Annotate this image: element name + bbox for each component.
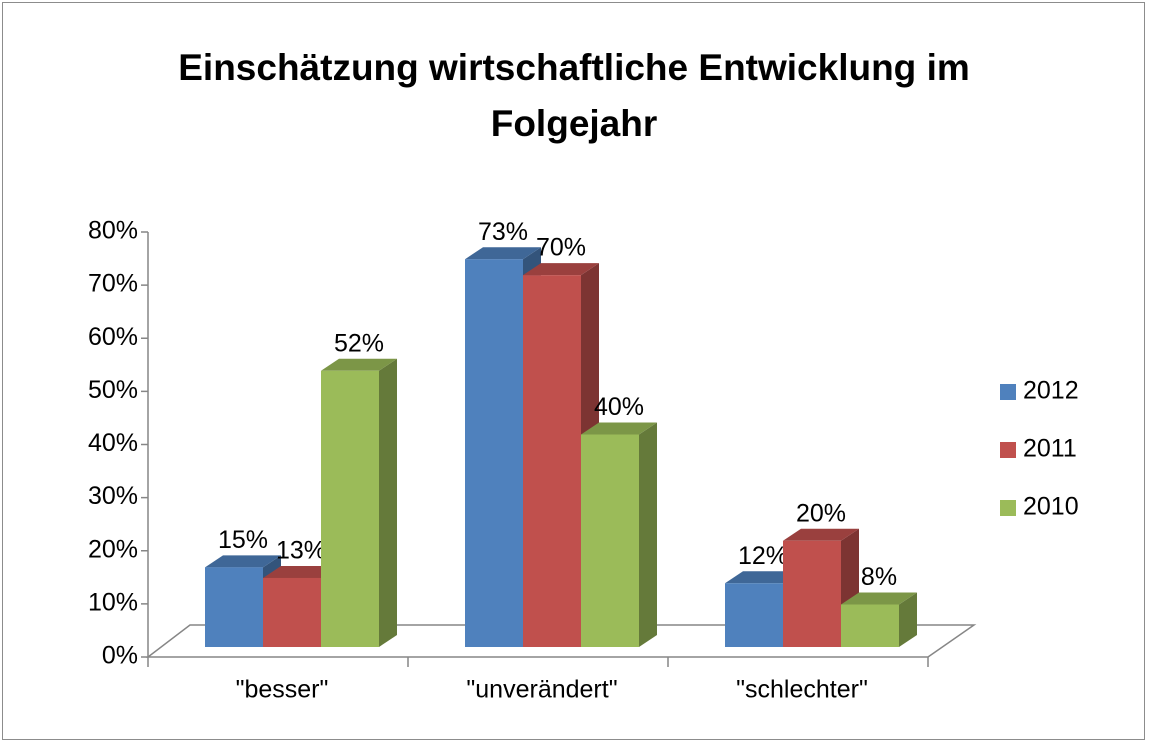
- bar-top: [581, 422, 657, 435]
- value-label: 8%: [861, 563, 897, 591]
- value-label: 52%: [334, 329, 384, 357]
- y-tick-label: 40%: [88, 429, 138, 457]
- bar: [523, 275, 581, 647]
- bar-side: [379, 358, 397, 647]
- value-label: 40%: [594, 393, 644, 421]
- value-label: 12%: [738, 542, 788, 570]
- y-tick-label: 20%: [88, 535, 138, 563]
- bar: [725, 583, 783, 647]
- legend-label: 2011: [1023, 435, 1077, 463]
- legend-swatch: [1000, 384, 1016, 400]
- bar-top: [263, 565, 339, 578]
- bar-top: [783, 528, 859, 541]
- y-tick-label: 50%: [88, 376, 138, 404]
- y-tick-label: 30%: [88, 482, 138, 510]
- y-tick-label: 60%: [88, 323, 138, 351]
- bar: [783, 540, 841, 647]
- legend-label: 2012: [1023, 377, 1079, 405]
- value-label: 20%: [796, 499, 846, 527]
- bar: [205, 567, 263, 647]
- y-tick-label: 0%: [102, 642, 138, 670]
- bar-top: [205, 555, 281, 568]
- x-tick-label: "besser": [236, 676, 329, 704]
- bar-top: [321, 358, 397, 371]
- value-label: 73%: [478, 218, 528, 246]
- bar-top: [465, 247, 541, 260]
- y-tick-label: 10%: [88, 588, 138, 616]
- value-label: 15%: [218, 526, 268, 554]
- x-tick-label: "schlechter": [736, 676, 868, 704]
- legend-label: 2010: [1023, 493, 1079, 521]
- bar-top: [523, 263, 599, 276]
- value-label: 70%: [536, 234, 586, 262]
- bar-side: [899, 592, 917, 647]
- bar: [321, 370, 379, 647]
- legend-swatch: [1000, 500, 1016, 516]
- bar: [465, 259, 523, 647]
- bar: [581, 434, 639, 647]
- bar-top: [725, 571, 801, 584]
- y-tick-label: 70%: [88, 270, 138, 298]
- chart-title: Einschätzung wirtschaftliche Entwicklung…: [178, 47, 970, 144]
- x-tick-label: "unverändert": [466, 676, 617, 704]
- y-tick-label: 80%: [88, 217, 138, 245]
- bar: [263, 577, 321, 647]
- bar: [841, 604, 899, 647]
- bar-top: [841, 592, 917, 605]
- legend-swatch: [1000, 442, 1016, 458]
- bar-side: [639, 422, 657, 647]
- value-label: 13%: [276, 537, 326, 565]
